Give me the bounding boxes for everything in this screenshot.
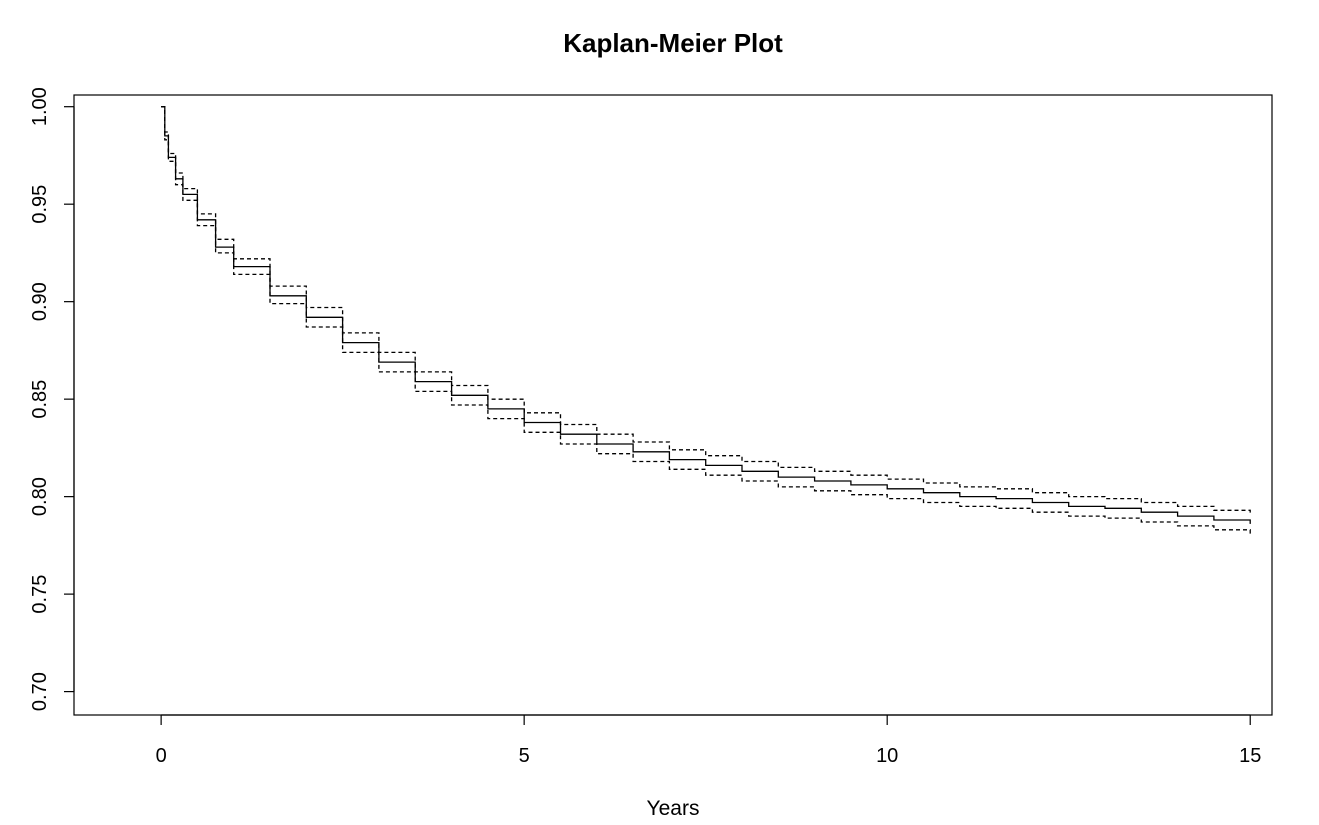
y-tick-label: 0.80 bbox=[29, 477, 51, 516]
x-tick-label: 15 bbox=[1239, 745, 1261, 767]
x-axis: 0 5 10 15 bbox=[156, 714, 1261, 767]
y-tick-label: 0.95 bbox=[29, 185, 51, 224]
chart-title: Kaplan-Meier Plot bbox=[563, 28, 783, 58]
y-tick-label: 0.85 bbox=[29, 380, 51, 419]
y-tick-label: 0.70 bbox=[29, 672, 51, 711]
y-tick-label: 0.75 bbox=[29, 575, 51, 614]
y-axis: 0.70 0.75 0.80 0.85 0.90 0.95 1.00 bbox=[29, 87, 75, 711]
series-layer bbox=[161, 106, 1251, 534]
x-tick-label: 0 bbox=[156, 745, 167, 767]
y-tick-label: 0.90 bbox=[29, 282, 51, 321]
lower-confidence-band-line bbox=[161, 106, 1251, 534]
x-tick-label: 10 bbox=[876, 745, 898, 767]
x-axis-label: Years bbox=[647, 797, 700, 820]
x-tick-label: 5 bbox=[519, 745, 530, 767]
y-tick-label: 1.00 bbox=[29, 87, 51, 126]
